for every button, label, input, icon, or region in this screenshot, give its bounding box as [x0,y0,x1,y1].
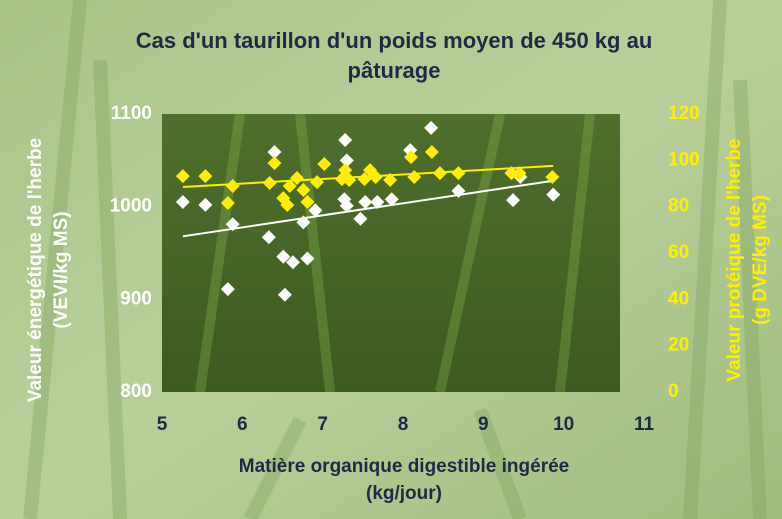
trendline [182,179,554,238]
point [198,169,213,184]
point [546,187,561,202]
y-tick-label: 800 [120,381,152,402]
y2-tick-label: 40 [668,288,689,309]
point [424,120,439,135]
plot-texture [195,112,595,394]
point [338,132,353,147]
point [300,195,315,210]
point [317,157,332,172]
y2-axis-label: Valeur protéique de l'herbe [724,138,745,381]
point [342,173,357,188]
point [358,195,373,210]
point [451,183,466,198]
point [407,170,422,185]
point [296,215,311,230]
y-axis-label: (VEVI/kg MS) [51,211,72,328]
chart-title: pâturage [348,58,441,83]
point [198,197,213,212]
point [404,150,419,165]
point [220,282,235,297]
y2-tick-label: 80 [668,196,689,217]
point [384,192,399,207]
chart-title: Cas d'un taurillon d'un poids moyen de 4… [136,28,653,53]
x-tick-label: 10 [553,414,574,435]
point [424,144,439,159]
point [289,170,304,185]
point [370,195,385,210]
x-tick-label: 9 [478,414,489,435]
point [280,198,295,213]
x-tick-label: 7 [317,414,328,435]
y2-tick-label: 20 [668,335,689,356]
point [512,166,527,181]
x-tick-label: 6 [237,414,248,435]
point [300,251,315,266]
point [339,153,354,168]
x-axis-label: Matière organique digestible ingérée [239,456,569,477]
point [296,182,311,197]
point [368,170,383,185]
point [175,195,190,210]
x-axis-label: (kg/jour) [366,483,442,504]
point [339,198,354,213]
y2-tick-label: 60 [668,242,689,263]
point [308,203,323,218]
point [282,179,297,194]
y2-tick-label: 100 [668,149,700,170]
x-tick-label: 8 [398,414,409,435]
point [225,217,240,232]
y2-tick-label: 120 [668,103,700,124]
y-tick-label: 1000 [110,196,152,217]
point [261,230,276,245]
plot-area [162,114,620,392]
y-tick-label: 1100 [111,103,152,124]
y2-axis-label: (g DVE/kg MS) [750,195,771,325]
point [504,166,519,181]
point [225,179,240,194]
y2-tick-label: 0 [668,381,679,402]
x-tick-label: 11 [634,414,655,435]
y-axis-label: Valeur énergétique de l'herbe [25,138,46,402]
x-tick-label: 5 [157,414,168,435]
point [277,287,292,302]
point [545,170,560,185]
point [506,193,521,208]
point [267,144,282,159]
point [357,172,372,187]
point [432,166,447,181]
point [285,255,300,270]
point [267,156,282,171]
point [175,169,190,184]
point [310,175,325,190]
point [451,166,466,181]
point [220,195,235,210]
point [383,173,398,188]
point [276,249,291,264]
y-tick-label: 900 [120,288,152,309]
grass-texture [23,0,767,519]
point [353,211,368,226]
point [262,176,277,191]
